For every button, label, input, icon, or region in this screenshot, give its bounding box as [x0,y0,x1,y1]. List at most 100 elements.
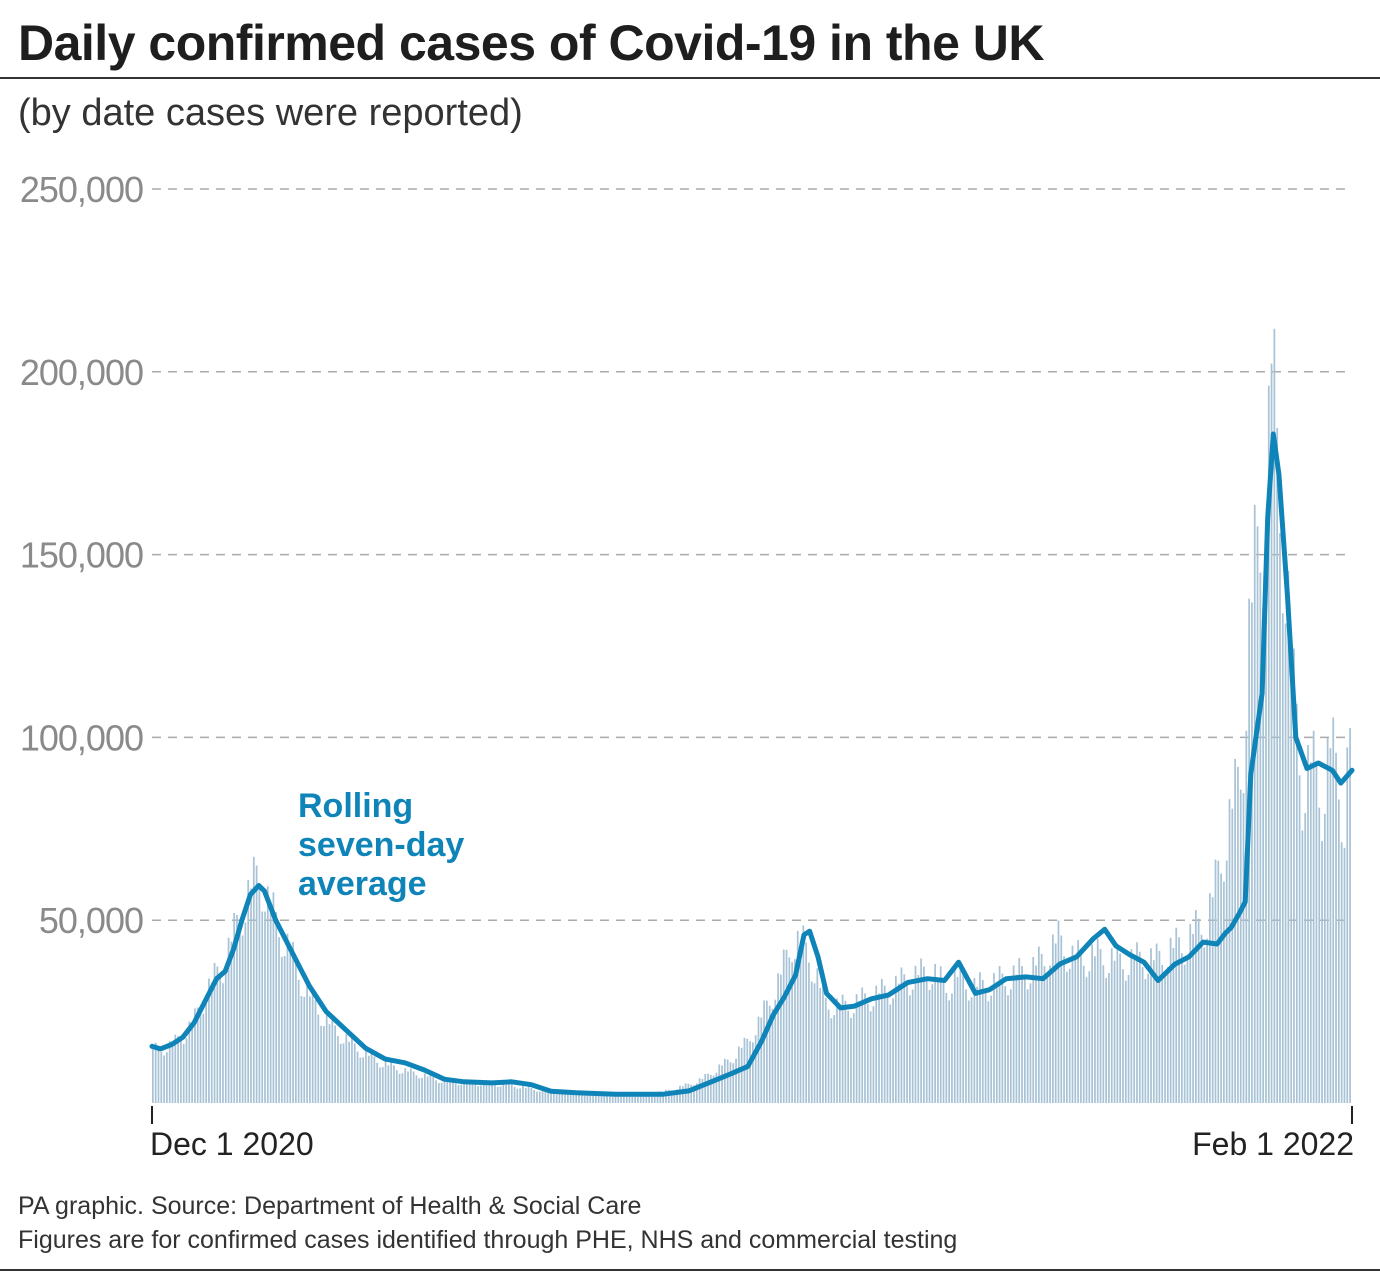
daily-bar [533,1090,536,1103]
daily-bar [1082,965,1085,1103]
source-note: PA graphic. Source: Department of Health… [18,1192,642,1220]
daily-bar [1018,958,1021,1103]
daily-bar [323,1025,325,1103]
daily-bar [552,1093,555,1103]
daily-bar [1032,957,1035,1103]
daily-bar [1186,956,1189,1103]
daily-bar [850,1017,852,1103]
daily-bar [698,1078,701,1103]
daily-bar [737,1046,740,1103]
daily-bar [735,1058,737,1103]
daily-bar [617,1095,620,1103]
daily-bar [1326,737,1329,1103]
daily-bar [303,996,306,1103]
daily-bar [718,1064,721,1103]
daily-bar [939,966,942,1103]
daily-bar [1035,965,1037,1103]
daily-bar [637,1094,639,1103]
daily-bar [693,1085,695,1103]
daily-bar [620,1094,622,1103]
daily-bar [774,999,777,1103]
daily-bar [160,1052,163,1103]
daily-bar [1180,953,1183,1103]
daily-bar [1332,717,1335,1103]
daily-bar [937,977,939,1103]
daily-bar [1245,730,1248,1103]
daily-bar [1088,971,1091,1103]
daily-bar [1206,938,1208,1103]
daily-bar [740,1047,743,1103]
daily-bar [754,1035,757,1103]
daily-bar [250,888,252,1103]
daily-bar [1015,974,1018,1103]
daily-bar [1312,730,1315,1103]
daily-bar [468,1080,471,1103]
daily-bar [768,1005,771,1103]
daily-bar [906,986,908,1103]
daily-bar [990,995,993,1103]
daily-bar [973,978,976,1103]
daily-bar [869,1011,872,1103]
daily-bar [723,1058,726,1103]
daily-bar [1335,752,1337,1103]
daily-bar [928,989,931,1103]
daily-bar [452,1080,454,1103]
daily-bar [625,1093,628,1103]
daily-bar [1265,572,1267,1103]
daily-bar [1290,653,1293,1103]
daily-bar [272,892,275,1103]
daily-bar [538,1091,541,1103]
annotation-line: Rolling [298,787,413,825]
daily-bar [353,1043,356,1103]
daily-bar [255,865,258,1103]
daily-bar [609,1094,611,1103]
daily-bar [488,1081,491,1103]
daily-bar [258,884,261,1103]
daily-bar [642,1093,645,1103]
daily-bar [569,1093,572,1103]
daily-bar [1262,607,1265,1103]
daily-bar [1194,910,1197,1103]
daily-bar [1049,965,1051,1103]
daily-bar [522,1086,524,1103]
daily-bar [623,1094,625,1103]
daily-bar [796,930,799,1103]
daily-bar [1349,728,1351,1103]
daily-bar [836,998,838,1103]
daily-bar [1113,960,1116,1103]
daily-bar [1279,533,1281,1103]
daily-bar [785,949,788,1103]
daily-bar [516,1088,519,1103]
daily-bar [362,1057,365,1103]
daily-bar [152,1049,154,1103]
daily-bar [356,1051,359,1103]
daily-bar [499,1086,502,1103]
daily-bar [866,1003,869,1103]
daily-bar [1242,793,1245,1103]
daily-bar [314,999,317,1103]
daily-bar [174,1034,177,1103]
daily-bar [477,1086,479,1103]
daily-bar [292,941,294,1103]
daily-bar [247,879,250,1103]
daily-bar [1329,748,1332,1103]
daily-bar [328,1024,331,1103]
daily-bar [883,985,886,1103]
daily-bar [808,962,810,1103]
daily-bar [757,1016,760,1103]
daily-bar [707,1073,709,1103]
daily-bar [219,977,222,1103]
daily-bar [760,1017,763,1103]
daily-bar [855,994,858,1103]
daily-bar [791,962,793,1103]
daily-bar [934,963,936,1103]
daily-bar [1001,973,1004,1103]
daily-bar [440,1082,443,1103]
daily-bar [864,993,866,1103]
daily-bar [648,1092,650,1103]
daily-bar [1309,762,1312,1103]
daily-bar [286,933,289,1103]
daily-bar [763,1000,765,1103]
daily-bar [715,1072,718,1103]
daily-bar [600,1093,603,1103]
